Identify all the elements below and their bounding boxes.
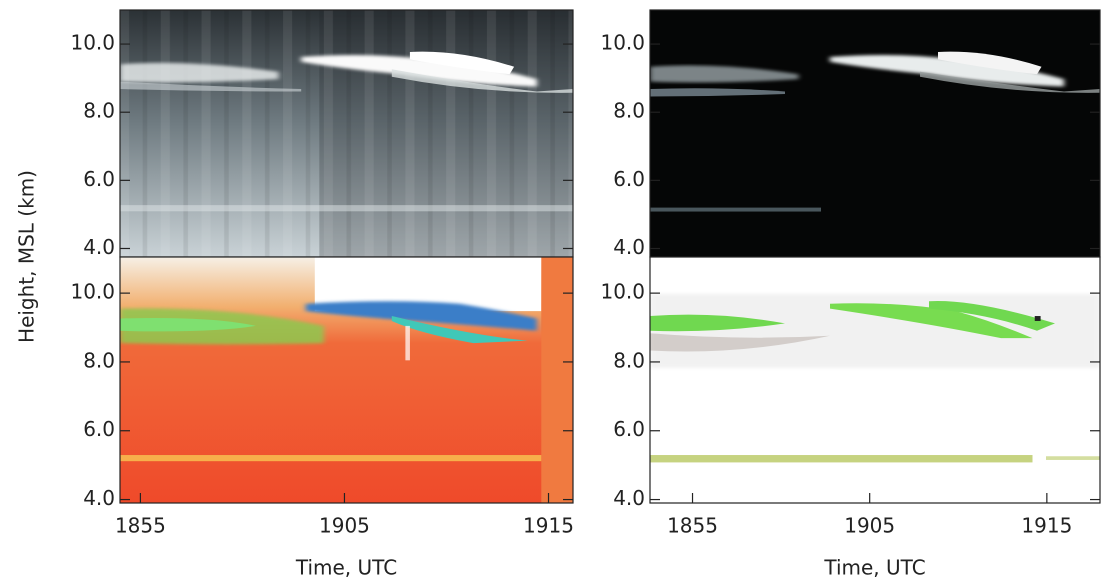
layer [1046,456,1100,460]
x-tick-label: 1855 [115,514,166,538]
cloud [391,69,573,93]
x-tick-label: 1905 [319,514,370,538]
panel-frame [649,256,1101,504]
cloud [929,301,1055,331]
cloud [830,303,1033,339]
layer [120,455,542,462]
y-tick-label: 4.0 [613,486,645,510]
cloud [650,314,785,332]
cloud [120,62,279,83]
image-bg [541,257,573,503]
panel-frame [119,256,574,504]
image-bg [650,257,1100,503]
cloud [650,333,830,352]
y-tick-label: 4.0 [613,235,645,259]
y-tick-label: 4.0 [83,486,115,510]
x-tick-label: 1915 [1021,514,1072,538]
y-tick-label: 6.0 [613,167,645,191]
cloud [938,51,1042,75]
x-tick-label: 1855 [667,514,718,538]
image-panel [650,257,1100,503]
y-tick-label: 6.0 [83,167,115,191]
y-tick-label: 4.0 [83,235,115,259]
y-tick-label: 8.0 [613,348,645,372]
y-tick-label: 6.0 [613,417,645,441]
y-tick-label: 10.0 [600,31,645,55]
image-panel [650,10,1100,257]
cloud [305,301,537,331]
x-axis-label: Time, UTC [823,556,925,580]
cloud [650,88,785,97]
x-tick-label: 1905 [844,514,895,538]
image-texture [120,10,573,257]
y-tick-label: 10.0 [70,280,115,304]
cloud [301,54,537,87]
cloud [830,54,1064,87]
y-tick-label: 8.0 [613,99,645,123]
y-tick-label: 6.0 [83,417,115,441]
speck [1034,316,1041,321]
layer [120,205,573,212]
cloud [650,65,799,83]
cloud [391,316,528,344]
image-bg [650,10,1100,257]
y-tick-label: 8.0 [83,99,115,123]
cloud [920,71,1100,93]
y-tick-label: 8.0 [83,348,115,372]
image-panel [120,257,573,503]
y-tick-label: 10.0 [70,31,115,55]
streak [405,325,410,361]
y-tick-label: 10.0 [600,280,645,304]
image-panel [120,10,573,257]
y-axis-label: Height, MSL (km) [15,170,39,343]
cloud [409,51,515,75]
x-tick-label: 1915 [523,514,574,538]
x-axis-label: Time, UTC [295,556,397,580]
cloud [120,81,302,92]
cloud [120,318,256,332]
layer [650,455,1033,463]
layer [650,207,821,212]
